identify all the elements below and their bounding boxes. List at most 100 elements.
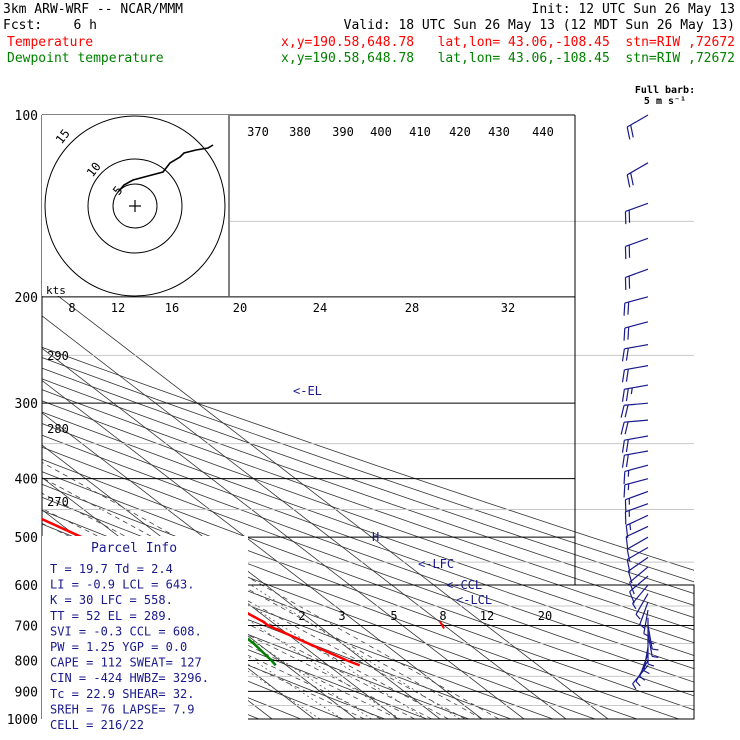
- wind-barb-feather: [629, 582, 635, 595]
- theta-label: 440: [532, 125, 554, 139]
- wind-barb: [635, 593, 649, 620]
- wind-barb-feather: [632, 683, 637, 690]
- wind-barb-staff: [647, 632, 653, 657]
- parcel-info-row: PW = 1.25 YGP = 0.0: [50, 640, 187, 654]
- axis-labels: 1002003004005006007008009001000-80-70-60…: [7, 109, 554, 728]
- wind-barb-feather: [647, 663, 655, 667]
- parcel-info-row: CAPE = 112 SWEAT= 127: [50, 656, 202, 670]
- mixing-ratio-label: 12: [480, 609, 494, 623]
- wind-barb-staff: [624, 478, 649, 486]
- wind-barb-staff: [625, 525, 649, 538]
- wind-barb-feather: [621, 369, 625, 383]
- wind-barb: [623, 478, 649, 498]
- wind-barb-feather: [652, 655, 659, 658]
- wind-barb-feather: [652, 648, 659, 651]
- pressure-tick-label: 400: [15, 473, 38, 488]
- theta-label: 420: [449, 125, 471, 139]
- pressure-tick-label: 500: [15, 531, 38, 546]
- wind-barbs: [620, 114, 659, 690]
- wind-barb: [621, 384, 649, 402]
- wind-barb: [626, 114, 649, 140]
- wind-barb-feather: [621, 348, 625, 362]
- dewpoint-location: x,y=190.58,648.78 lat,lon= 43.06,-108.45…: [281, 51, 735, 66]
- temperature-location: x,y=190.58,648.78 lat,lon= 43.06,-108.45…: [281, 35, 735, 50]
- wind-speed-tick: 24: [313, 301, 327, 315]
- parcel-info-row: K = 30 LFC = 558.: [50, 593, 173, 607]
- wind-barb-feather: [620, 405, 625, 418]
- full-barb-value: 5 m s⁻¹: [644, 96, 686, 107]
- wind-barb-staff: [629, 566, 649, 583]
- wind-rose-ring: [87, 158, 183, 254]
- wind-barb-feather: [621, 389, 625, 402]
- wind-barb-feather: [626, 174, 631, 188]
- mixing-ratio-label: 5: [390, 609, 397, 623]
- wind-speed-tick: 28: [405, 301, 419, 315]
- wind-barb: [620, 419, 649, 435]
- wind-barb-feather: [624, 404, 629, 418]
- pressure-tick-label: 200: [15, 291, 38, 306]
- pressure-tick-label: 300: [15, 397, 38, 412]
- wind-barb-feather: [625, 454, 629, 468]
- theta-label: 370: [247, 125, 269, 139]
- wind-barb: [624, 268, 649, 291]
- valid-time: Valid: 18 UTC Sun 26 May 13 (12 MDT Sun …: [344, 18, 735, 33]
- full-barb-label: Full barb:: [635, 85, 695, 96]
- wind-barb: [621, 344, 649, 362]
- wind-barb: [624, 503, 649, 525]
- dewpoint-legend: Dewpoint temperature: [7, 51, 164, 66]
- isotherm-line: [42, 412, 441, 719]
- wind-rose-ring: [112, 183, 158, 229]
- wind-barb-staff: [624, 464, 649, 472]
- wind-barb-feather: [626, 549, 631, 562]
- wind-barb-feather: [629, 523, 632, 531]
- wind-barb: [629, 566, 649, 595]
- theta-label: 290: [47, 349, 69, 363]
- parcel-info-row: Tc = 22.9 SHEAR= 32.: [50, 687, 195, 701]
- wind-barb-staff: [647, 625, 653, 650]
- wind-barb-staff: [629, 575, 649, 592]
- wind-barb-feather: [635, 613, 641, 620]
- wind-barb-staff: [624, 296, 649, 304]
- init-time: Init: 12 UTC Sun 26 May 13: [532, 2, 736, 17]
- wind-barb: [639, 601, 649, 629]
- wind-barb-feather: [643, 670, 650, 675]
- wind-barb-feather: [629, 591, 635, 604]
- parcel-info-row: LI = -0.9 LCL = 643.: [50, 578, 195, 592]
- wind-barb-feather: [625, 369, 629, 382]
- wind-barb-staff: [632, 664, 649, 685]
- wind-barb-staff: [624, 321, 649, 329]
- parcel-info-row: CELL = 216/22: [50, 718, 144, 732]
- wind-barb-staff: [643, 609, 649, 634]
- parcel-info-row: T = 19.7 Td = 2.4: [50, 562, 173, 576]
- wind-barb-feather: [620, 422, 625, 435]
- wind-barb-feather: [621, 440, 625, 453]
- wind-barb-feather: [623, 327, 626, 341]
- hodograph-trace: [117, 144, 214, 193]
- wind-barb: [621, 365, 649, 383]
- mixing-ratio-label: 20: [538, 609, 552, 623]
- wind-barb-feather: [626, 126, 631, 140]
- parcel-info-box: Parcel Info T = 19.7 Td = 2.4 LI = -0.9 L…: [42, 536, 248, 732]
- wind-barb-feather: [621, 455, 625, 468]
- wind-barb-feather: [632, 603, 637, 610]
- mixing-ratio-label: 3: [338, 609, 345, 623]
- wind-barb: [624, 202, 649, 225]
- wind-barb: [647, 632, 659, 658]
- parcel-info-row: TT = 52 EL = 289.: [50, 609, 173, 623]
- mixing-ratio-line: [218, 584, 427, 719]
- wind-rose-ring: [44, 115, 226, 297]
- wind-barb-feather: [624, 421, 629, 435]
- wind-barb-staff: [625, 514, 649, 526]
- pressure-tick-label: 700: [15, 619, 38, 634]
- temperature-profile: [42, 517, 361, 667]
- lfc-marker: H: [372, 530, 379, 544]
- isotherm-line: [42, 380, 483, 719]
- wind-barb-feather: [625, 536, 629, 550]
- wind-barb-feather: [627, 301, 630, 315]
- theta-label: 410: [409, 125, 431, 139]
- wind-barb-feather: [630, 172, 634, 186]
- level-label: <-CCL: [446, 578, 482, 592]
- level-label: <-LFC: [418, 557, 454, 571]
- isotherm-line: [42, 315, 567, 719]
